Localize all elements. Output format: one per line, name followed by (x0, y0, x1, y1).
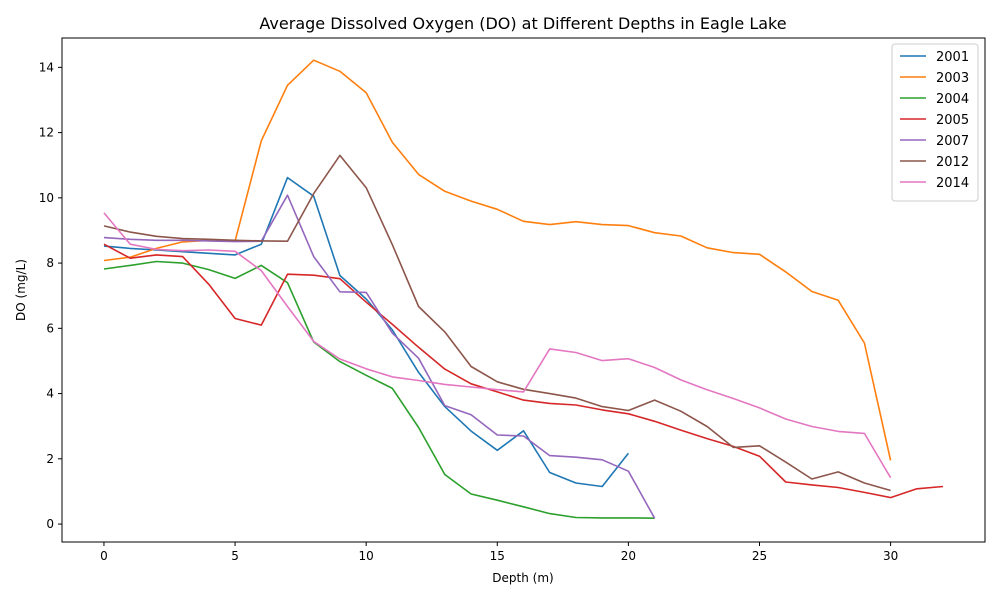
series-line-2005 (104, 244, 943, 497)
y-tick-label: 6 (46, 321, 54, 335)
series-line-2014 (104, 213, 891, 478)
y-tick-label: 10 (39, 191, 54, 205)
y-axis-ticks: 0 2 4 6 8 10 12 14 (39, 60, 62, 531)
legend-label-2001: 2001 (936, 50, 969, 65)
x-tick-label: 15 (490, 549, 505, 563)
y-tick-label: 8 (46, 256, 54, 270)
x-axis-label: Depth (m) (492, 571, 553, 585)
legend-label-2012: 2012 (936, 155, 969, 170)
y-axis-label: DO (mg/L) (14, 259, 28, 321)
x-axis-ticks: 0 5 10 15 20 25 30 (100, 542, 898, 563)
plot-lines (104, 60, 943, 518)
x-tick-label: 20 (621, 549, 636, 563)
y-tick-label: 4 (46, 387, 54, 401)
plot-frame (62, 38, 985, 542)
y-tick-label: 2 (46, 452, 54, 466)
series-line-2012 (104, 155, 891, 490)
x-tick-label: 5 (231, 549, 239, 563)
legend-label-2005: 2005 (936, 113, 969, 128)
x-tick-label: 30 (883, 549, 898, 563)
legend-label-2007: 2007 (936, 134, 969, 149)
series-line-2004 (104, 262, 655, 519)
y-tick-label: 14 (39, 60, 54, 74)
x-tick-label: 25 (752, 549, 767, 563)
x-tick-label: 0 (100, 549, 108, 563)
series-line-2007 (104, 195, 655, 518)
legend-label-2003: 2003 (936, 71, 969, 86)
y-tick-label: 12 (39, 126, 54, 140)
legend-label-2014: 2014 (936, 176, 969, 191)
chart-title: Average Dissolved Oxygen (DO) at Differe… (259, 14, 786, 33)
y-tick-label: 0 (46, 517, 54, 531)
legend: 2001 2003 2004 2005 2007 2012 2014 (892, 44, 978, 201)
x-tick-label: 10 (359, 549, 374, 563)
legend-label-2004: 2004 (936, 92, 969, 107)
series-line-2003 (104, 60, 891, 460)
